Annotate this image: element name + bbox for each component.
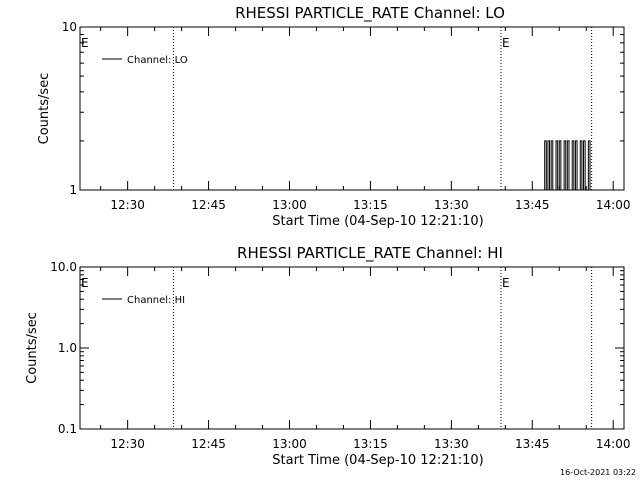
y-tick-label: 0.1 [58,422,77,436]
footer-timestamp: 16-Oct-2021 03:22 [560,468,636,477]
event-marker-label: E [81,36,89,50]
x-axis-label: Start Time (04-Sep-10 12:21:10) [272,214,483,229]
x-tick-label: 12:45 [191,437,226,451]
y-axis-label: Counts/sec [37,73,52,145]
event-marker-label: E [502,36,510,50]
x-tick-label: 12:45 [191,198,226,212]
y-tick-label: 1 [69,183,77,197]
x-tick-label: 14:00 [596,437,631,451]
x-tick-label: 13:00 [272,198,307,212]
y-tick-label: 10.0 [50,260,77,274]
legend-entry: Channel: HI [127,295,185,306]
chart-panel-1: RHESSI PARTICLE_RATE Channel: LO Start Ti… [37,4,631,229]
plot-frame [79,26,625,191]
x-tick-label: 13:15 [353,198,388,212]
x-tick-label: 13:45 [515,198,550,212]
event-marker-label: E [81,276,89,290]
chart-title: RHESSI PARTICLE_RATE Channel: HI [237,244,503,263]
x-tick-label: 12:30 [110,437,145,451]
y-tick-label: 1.0 [58,341,77,355]
plot-frame [79,266,625,430]
y-tick-label: 10 [62,20,77,34]
x-tick-label: 13:00 [272,437,307,451]
chart-panel-2: RHESSI PARTICLE_RATE Channel: HI Start Ti… [25,244,631,468]
legend-entry: Channel: LO [127,55,188,66]
x-tick-label: 13:15 [353,437,388,451]
y-axis-label: Counts/sec [25,312,40,384]
x-tick-label: 12:30 [110,198,145,212]
x-tick-label: 13:45 [515,437,550,451]
x-tick-label: 13:30 [434,437,469,451]
x-tick-label: 13:30 [434,198,469,212]
event-marker-label: E [502,276,510,290]
chart-title: RHESSI PARTICLE_RATE Channel: LO [235,4,505,23]
data-series-1 [543,140,592,191]
x-axis-label: Start Time (04-Sep-10 12:21:10) [272,453,483,468]
x-tick-label: 14:00 [596,198,631,212]
